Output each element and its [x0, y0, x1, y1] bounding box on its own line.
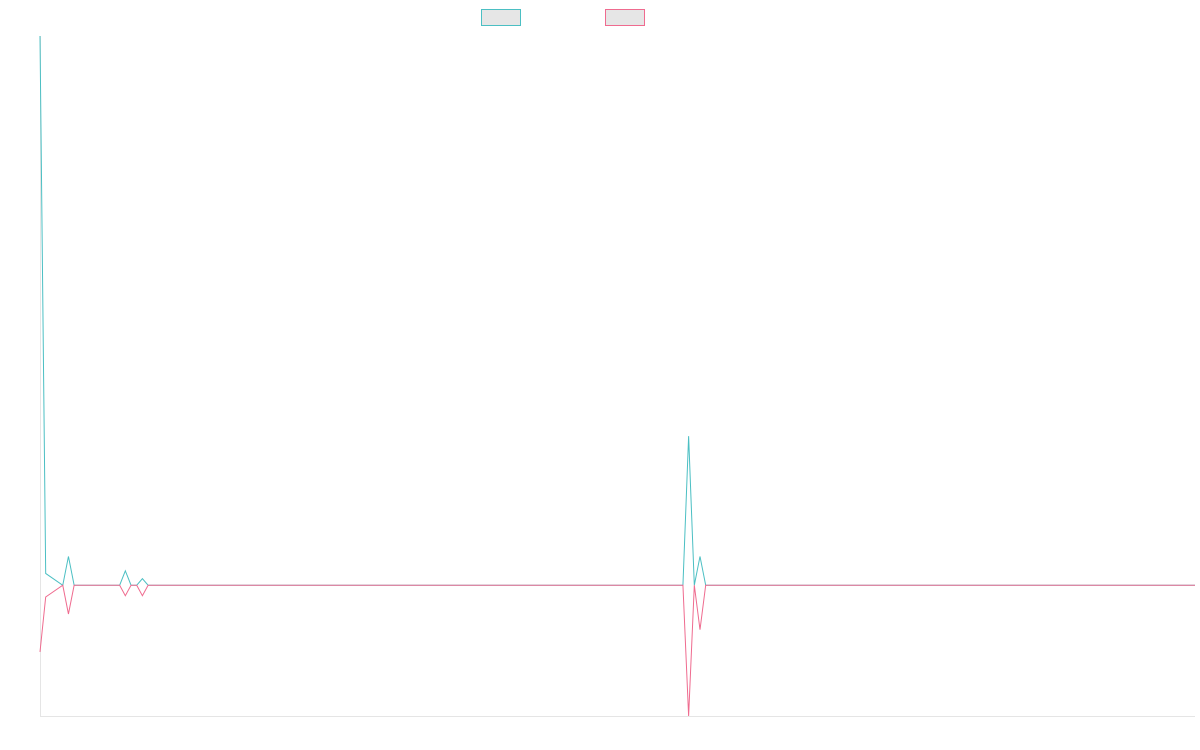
- legend-swatch: [605, 9, 645, 26]
- legend-swatch: [481, 9, 521, 26]
- line-series: [39, 584, 1195, 717]
- line-series: [39, 35, 1195, 587]
